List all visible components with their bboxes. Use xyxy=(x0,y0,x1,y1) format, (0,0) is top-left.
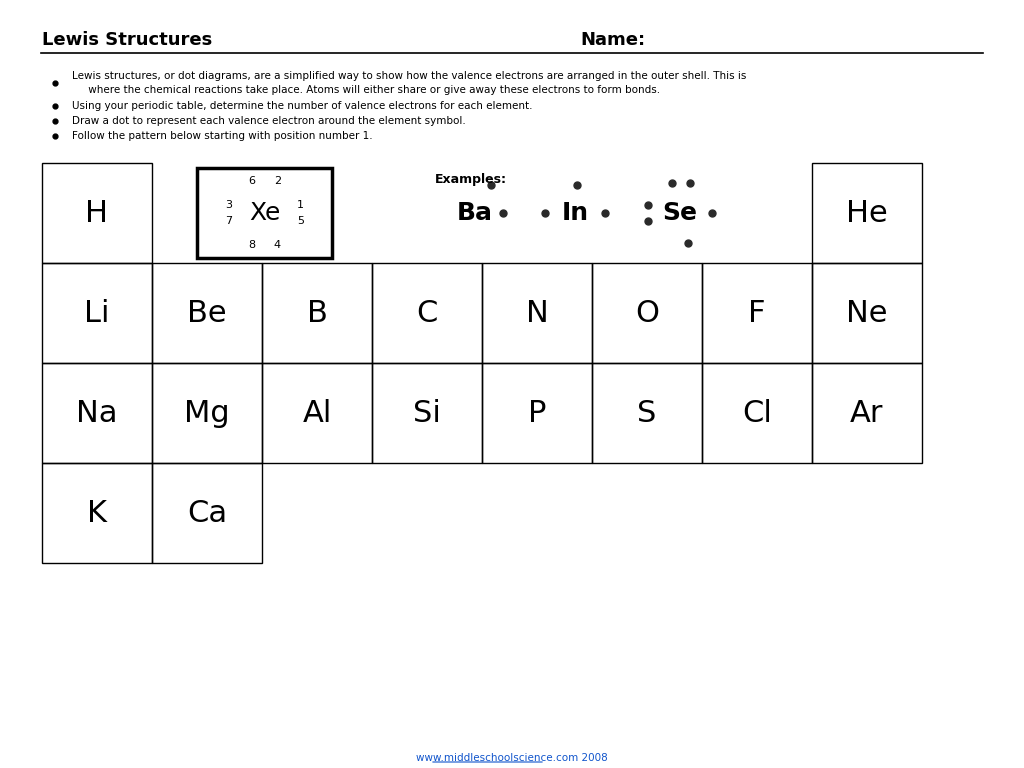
Text: 7: 7 xyxy=(225,216,232,226)
Text: Na: Na xyxy=(76,399,118,428)
Bar xyxy=(482,263,592,363)
Bar xyxy=(152,263,262,363)
Bar xyxy=(152,463,262,563)
Text: F: F xyxy=(749,299,766,327)
Text: Se: Se xyxy=(663,201,697,225)
Text: Draw a dot to represent each valence electron around the element symbol.: Draw a dot to represent each valence ele… xyxy=(72,116,466,126)
Text: 1: 1 xyxy=(297,200,304,210)
Bar xyxy=(42,163,152,263)
Text: Name:: Name: xyxy=(580,31,645,49)
Text: 5: 5 xyxy=(297,216,304,226)
Text: Lewis structures, or dot diagrams, are a simplified way to show how the valence : Lewis structures, or dot diagrams, are a… xyxy=(72,71,746,94)
Text: He: He xyxy=(846,198,888,227)
Text: 2: 2 xyxy=(274,177,281,187)
Bar xyxy=(702,263,812,363)
Bar xyxy=(812,263,922,363)
Text: Li: Li xyxy=(84,299,110,327)
Text: www.middleschoolscience.com 2008: www.middleschoolscience.com 2008 xyxy=(416,753,608,763)
Text: 3: 3 xyxy=(225,200,232,210)
Text: N: N xyxy=(525,299,549,327)
Text: B: B xyxy=(306,299,328,327)
Bar xyxy=(42,263,152,363)
Text: Lewis Structures: Lewis Structures xyxy=(42,31,212,49)
Text: Ba: Ba xyxy=(457,201,493,225)
Text: O: O xyxy=(635,299,659,327)
Text: C: C xyxy=(417,299,437,327)
Text: Ne: Ne xyxy=(846,299,888,327)
Text: Si: Si xyxy=(413,399,441,428)
Bar xyxy=(702,363,812,463)
Text: Mg: Mg xyxy=(184,399,229,428)
Bar xyxy=(42,363,152,463)
Text: Al: Al xyxy=(302,399,332,428)
Text: P: P xyxy=(527,399,546,428)
Text: 4: 4 xyxy=(274,240,281,250)
Text: Cl: Cl xyxy=(742,399,772,428)
Text: Ca: Ca xyxy=(187,498,227,528)
Text: Using your periodic table, determine the number of valence electrons for each el: Using your periodic table, determine the… xyxy=(72,101,532,111)
Bar xyxy=(372,263,482,363)
Text: In: In xyxy=(561,201,589,225)
Bar xyxy=(197,168,332,258)
Text: Follow the pattern below starting with position number 1.: Follow the pattern below starting with p… xyxy=(72,131,373,141)
Text: 6: 6 xyxy=(248,177,255,187)
Bar xyxy=(812,363,922,463)
Text: 8: 8 xyxy=(248,240,255,250)
Bar xyxy=(42,463,152,563)
Text: Examples:: Examples: xyxy=(435,173,507,186)
Bar xyxy=(262,263,372,363)
Bar xyxy=(262,363,372,463)
Bar xyxy=(592,363,702,463)
Bar xyxy=(592,263,702,363)
Bar xyxy=(152,363,262,463)
Text: S: S xyxy=(637,399,656,428)
Bar xyxy=(372,363,482,463)
Text: Ar: Ar xyxy=(850,399,884,428)
Bar xyxy=(482,363,592,463)
Text: Be: Be xyxy=(187,299,226,327)
Bar xyxy=(812,163,922,263)
Text: Xe: Xe xyxy=(249,201,281,225)
Text: H: H xyxy=(85,198,109,227)
Text: K: K xyxy=(87,498,106,528)
